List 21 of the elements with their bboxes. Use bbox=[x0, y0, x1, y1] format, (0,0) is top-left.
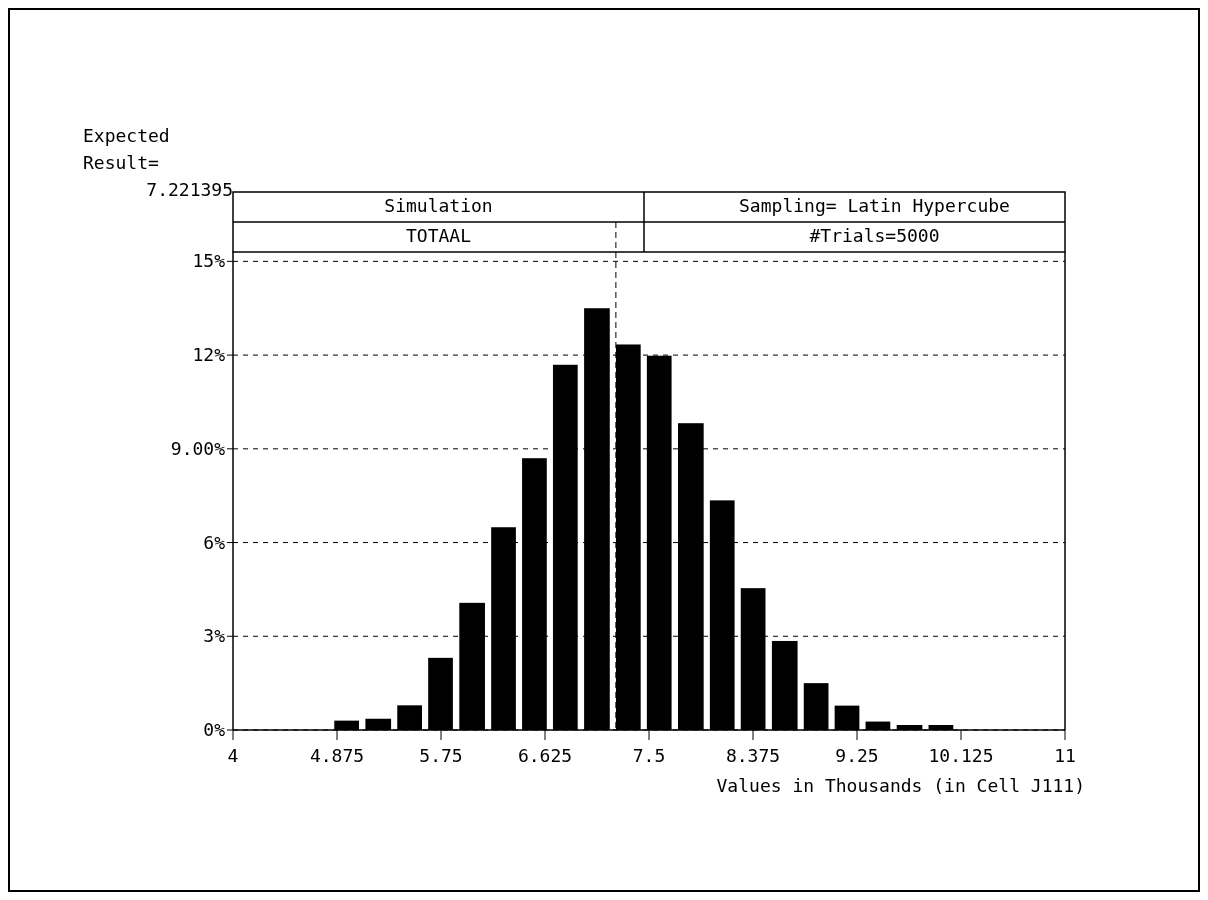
ref-line-label: Expected Result= 7.221395 bbox=[83, 125, 233, 200]
x-tick-label: 9.25 bbox=[835, 745, 879, 766]
x-tick-label: 8.375 bbox=[725, 745, 781, 766]
text: TOTAAL bbox=[405, 225, 472, 246]
text: Simulation bbox=[384, 195, 493, 216]
y-tick-label: 3% bbox=[203, 625, 226, 647]
x-tick-label: 5.75 bbox=[419, 745, 463, 766]
text: #Trials=5000 bbox=[809, 225, 940, 246]
x-tick-label: 6.625 bbox=[517, 745, 573, 766]
y-tick-label: 6% bbox=[203, 531, 226, 553]
text: Sampling= Latin Hypercube bbox=[739, 195, 1010, 216]
x-tick-label: 11 bbox=[1054, 745, 1076, 766]
y-tick-label: 9.00% bbox=[170, 437, 226, 459]
y-tick-label: 15% bbox=[192, 250, 226, 272]
x-tick-label: 7.5 bbox=[632, 745, 666, 766]
x-tick-label: 4.875 bbox=[309, 745, 365, 766]
y-tick-label: 0% bbox=[203, 719, 226, 740]
x-tick-label: 10.125 bbox=[928, 745, 994, 766]
x-tick-label: 4 bbox=[227, 745, 239, 766]
x-axis-title: Values in Thousands (in Cell J111) bbox=[716, 775, 1085, 796]
y-tick-label: 12% bbox=[192, 344, 226, 366]
